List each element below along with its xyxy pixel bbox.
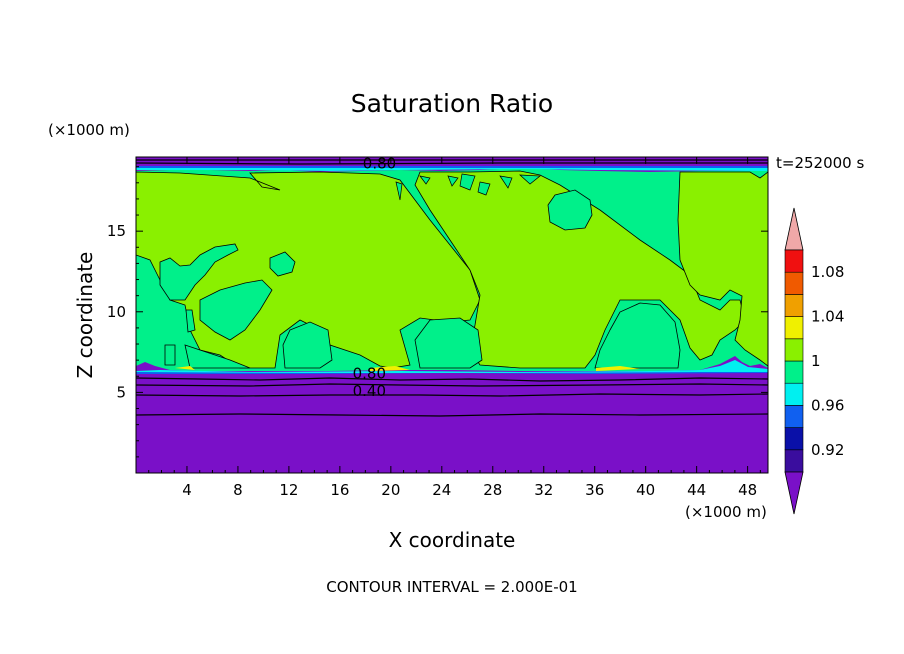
x-axis: 4 8 12 16 20 24 28 32 36 40 44 48	[148, 157, 761, 499]
colorbar-label: 1	[811, 352, 821, 370]
colorbar-label: 1.04	[811, 308, 844, 326]
x-tick-label: 16	[330, 481, 349, 499]
dry-islands	[159, 189, 681, 369]
colorbar-label: 1.08	[811, 263, 844, 281]
x-tick-label: 24	[432, 481, 451, 499]
x-tick-label: 44	[687, 481, 706, 499]
x-tick-label: 12	[279, 481, 298, 499]
colorbar-segment	[784, 249, 804, 273]
x-tick-label: 4	[182, 481, 192, 499]
y-tick-label: 10	[107, 303, 126, 321]
y-axis: 5 10 15	[107, 166, 768, 458]
colorbar-segment	[784, 338, 804, 362]
y-tick-label: 15	[107, 222, 126, 240]
y-axis-title: Z coordinate	[73, 252, 97, 379]
plot-area	[136, 157, 768, 473]
x-tick-label: 20	[381, 481, 400, 499]
x-tick-label: 28	[483, 481, 502, 499]
x-unit-label: (×1000 m)	[685, 503, 767, 521]
contour-label: 0.40	[353, 382, 386, 400]
top-specks	[395, 173, 541, 201]
high-sliver-3	[175, 366, 195, 370]
high-sliver-1	[370, 366, 410, 371]
colorbar-over-arrow	[784, 207, 804, 251]
y-unit-label: (×1000 m)	[48, 121, 130, 139]
colorbar-label: 0.92	[811, 441, 844, 459]
lower-edge-band-blue	[136, 372, 768, 374]
contour-labels: 0.800.800.40	[353, 155, 397, 400]
colorbar-segment	[784, 271, 804, 295]
y-tick-label: 5	[116, 383, 126, 401]
upper-edge-band-blue	[136, 166, 768, 168]
colorbar-under-arrow	[784, 471, 804, 515]
colorbar-segment	[784, 316, 804, 340]
colorbar-segment	[784, 427, 804, 451]
lower-dry-layer	[136, 373, 768, 473]
colorbar-segment	[784, 405, 804, 428]
colorbar: 0.92 0.96 1 1.04 1.08	[784, 207, 844, 515]
colorbar-label: 0.96	[811, 396, 844, 414]
colorbar-segment	[784, 449, 804, 473]
colorbar-segment	[784, 360, 804, 384]
plot-frame	[135, 156, 769, 474]
x-tick-label: 8	[233, 481, 243, 499]
time-label: t=252000 s	[776, 154, 864, 172]
upper-dry-layer	[136, 157, 768, 166]
contour-label: 0.80	[353, 364, 386, 382]
colorbar-segment	[784, 294, 804, 317]
x-axis-title: X coordinate	[389, 528, 516, 552]
colorbar-segment	[784, 382, 804, 406]
x-tick-label: 32	[534, 481, 553, 499]
lower-edge-band	[136, 360, 768, 373]
x-tick-label: 40	[636, 481, 655, 499]
high-sliver-2	[596, 366, 640, 371]
chart-title: Saturation Ratio	[351, 89, 553, 118]
x-tick-label: 48	[738, 481, 757, 499]
contour-interval-note: CONTOUR INTERVAL = 2.000E-01	[326, 578, 577, 596]
contour-label: 0.80	[363, 155, 396, 173]
contour-lines	[136, 159, 768, 417]
x-tick-label: 36	[585, 481, 604, 499]
